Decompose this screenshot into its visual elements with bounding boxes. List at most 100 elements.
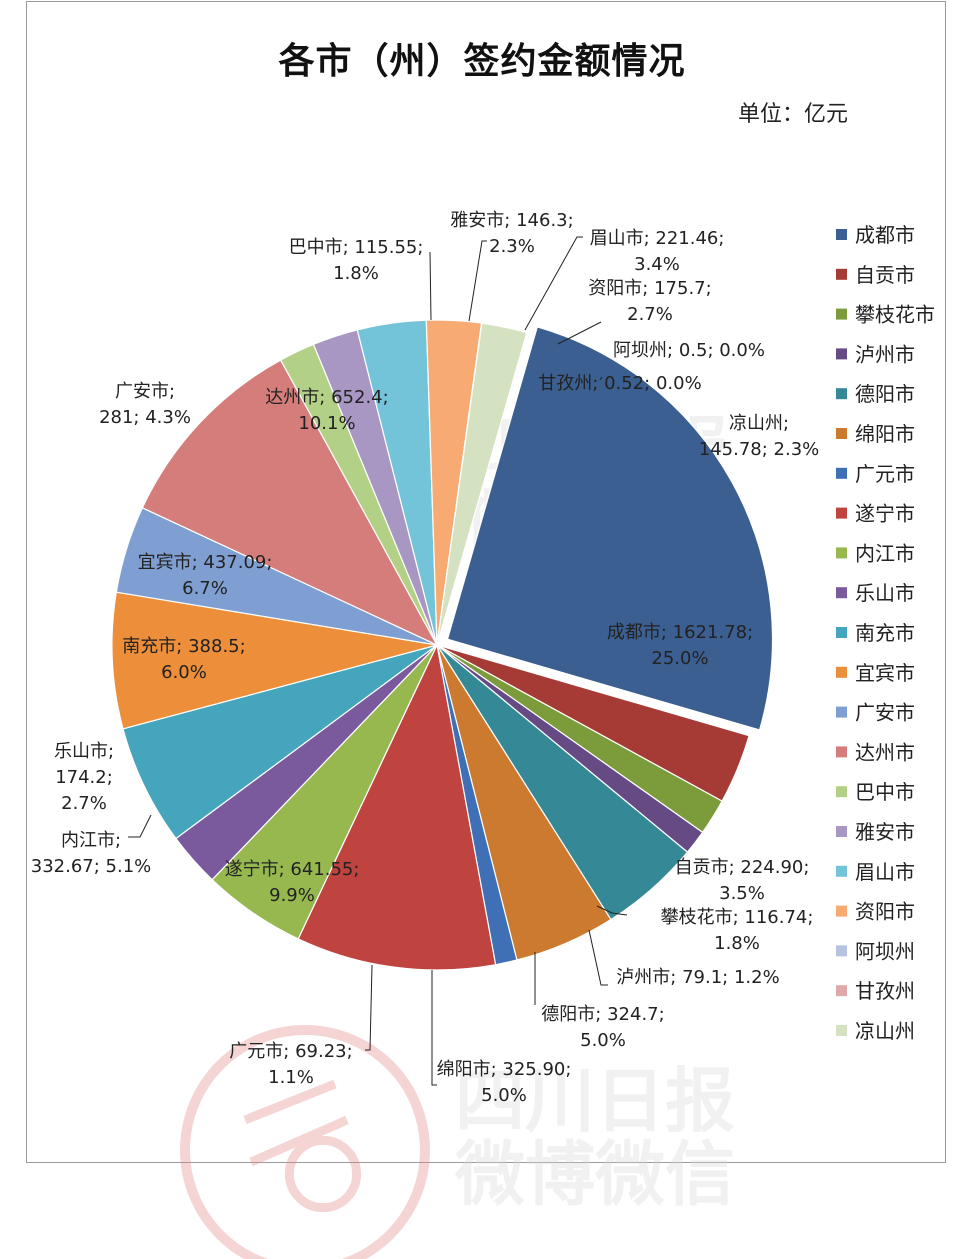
pie-slice-宜宾市	[111, 591, 438, 730]
legend-item-自贡市: 自贡市	[836, 263, 915, 287]
legend-swatch	[836, 1025, 847, 1036]
data-label-德阳市: 德阳市; 324.7; 5.0%	[541, 1004, 664, 1051]
chart-title: 各市（州）签约金额情况	[278, 41, 686, 82]
legend-swatch	[836, 308, 847, 320]
data-label-宜宾市: 宜宾市; 437.09; 6.7%	[138, 552, 273, 599]
legend-item-达州市: 达州市	[836, 740, 915, 764]
legend-swatch	[836, 905, 847, 917]
legend-swatch	[836, 467, 847, 479]
legend-label: 宜宾市	[855, 661, 915, 685]
legend-label: 遂宁市	[855, 502, 915, 526]
legend-item-成都市: 成都市	[836, 223, 915, 247]
unit-label: 单位：亿元	[738, 102, 849, 127]
legend-label: 资阳市	[855, 900, 915, 924]
legend-label: 巴中市	[855, 780, 915, 804]
legend-label: 达州市	[855, 740, 915, 764]
legend-swatch	[836, 388, 847, 400]
legend-label: 成都市	[855, 223, 915, 247]
data-label-遂宁市: 遂宁市; 641.55; 9.9%	[225, 859, 360, 906]
legend-item-凉山州: 凉山州	[836, 1019, 915, 1043]
legend-swatch	[836, 865, 847, 877]
data-label-攀枝花市: 攀枝花市; 116.74; 1.8%	[661, 907, 814, 954]
legend-label: 甘孜州	[855, 979, 915, 1003]
legend-item-广安市: 广安市	[836, 701, 915, 725]
legend-swatch	[836, 268, 847, 280]
data-label-达州市: 达州市; 652.4; 10.1%	[265, 387, 388, 434]
data-label-雅安市: 雅安市; 146.3; 2.3%	[450, 210, 573, 257]
data-label-广元市: 广元市; 69.23; 1.1%	[229, 1041, 352, 1088]
legend-label: 眉山市	[855, 860, 915, 884]
watermark-text-2-2: 微博微信	[454, 1134, 735, 1216]
legend-swatch	[836, 428, 847, 439]
legend-item-绵阳市: 绵阳市	[836, 422, 915, 446]
legend-item-广元市: 广元市	[836, 462, 915, 486]
legend-swatch	[836, 746, 847, 758]
legend-item-雅安市: 雅安市	[836, 820, 915, 844]
legend-swatch	[836, 985, 847, 997]
legend-label: 广安市	[855, 701, 915, 725]
pie-slice-成都市	[446, 326, 774, 731]
legend-item-内江市: 内江市	[836, 541, 915, 565]
data-label-内江市: 内江市; 332.67; 5.1%	[31, 830, 152, 877]
legend-item-甘孜州: 甘孜州	[836, 979, 915, 1003]
data-label-阿坝州: 阿坝州; 0.5; 0.0%	[613, 340, 765, 361]
legend-swatch	[836, 826, 847, 837]
legend-swatch	[836, 706, 847, 718]
legend-swatch	[836, 627, 847, 638]
legend-item-眉山市: 眉山市	[836, 860, 915, 884]
data-label-广安市: 广安市; 281; 4.3%	[99, 381, 191, 428]
legend-item-南充市: 南充市	[836, 621, 915, 645]
legend-item-遂宁市: 遂宁市	[836, 502, 915, 526]
leader-line-攀枝花市	[596, 905, 628, 916]
data-label-眉山市: 眉山市; 221.46; 3.4%	[590, 228, 725, 275]
legend-label: 广元市	[855, 462, 915, 486]
legend-item-攀枝花市: 攀枝花市	[836, 303, 935, 327]
legend-item-乐山市: 乐山市	[836, 581, 915, 605]
legend-label: 绵阳市	[855, 422, 915, 446]
legend-swatch	[836, 786, 847, 798]
data-label-成都市: 成都市; 1621.78; 25.0%	[607, 622, 753, 669]
data-label-自贡市: 自贡市; 224.90; 3.5%	[675, 857, 810, 904]
legend-label: 自贡市	[855, 263, 915, 287]
legend-swatch	[836, 229, 847, 240]
legend-item-阿坝州: 阿坝州	[836, 939, 915, 963]
leader-line-泸州市	[588, 929, 608, 986]
data-label-泸州市: 泸州市; 79.1; 1.2%	[616, 967, 779, 988]
legend-label: 攀枝花市	[855, 303, 935, 327]
leader-line-绵阳市	[431, 970, 437, 1086]
leader-lines	[128, 236, 628, 1086]
leader-line-眉山市	[524, 236, 583, 331]
legend-swatch	[836, 507, 847, 519]
legend-item-宜宾市: 宜宾市	[836, 661, 915, 685]
pie-slice-遂宁市	[297, 643, 497, 971]
leader-line-巴中市	[429, 251, 432, 321]
legend-label: 南充市	[855, 621, 915, 645]
pie-slice-南充市	[122, 644, 438, 840]
legend-swatch	[836, 666, 847, 678]
legend-label: 泸州市	[855, 342, 915, 366]
legend-item-德阳市: 德阳市	[836, 382, 915, 406]
data-labels: 成都市; 1621.78; 25.0% 自贡市; 224.90; 3.5%攀枝花市; …	[31, 210, 820, 1106]
data-label-绵阳市: 绵阳市; 325.90; 5.0%	[437, 1059, 572, 1106]
leader-line-雅安市	[468, 240, 487, 322]
legend-label: 雅安市	[855, 820, 915, 844]
data-label-巴中市: 巴中市; 115.55; 1.8%	[289, 237, 424, 284]
data-label-南充市: 南充市; 388.5; 6.0%	[122, 636, 245, 683]
leader-line-内江市	[128, 814, 152, 838]
data-label-乐山市: 乐山市; 174.2; 2.7%	[54, 741, 114, 814]
pie-slices	[111, 319, 774, 971]
legend-label: 德阳市	[855, 382, 915, 406]
legend-item-巴中市: 巴中市	[836, 780, 915, 804]
data-label-凉山州: 凉山州; 145.78; 2.3%	[699, 413, 820, 460]
data-label-甘孜州: 甘孜州; 0.52; 0.0%	[538, 373, 701, 394]
pie-slice-达州市	[141, 359, 439, 647]
legend-swatch	[836, 587, 847, 599]
pie-slice-凉山州	[436, 322, 528, 646]
leader-line-广元市	[365, 964, 373, 1051]
legend-item-资阳市: 资阳市	[836, 900, 915, 924]
data-label-资阳市: 资阳市; 175.7; 2.7%	[588, 278, 711, 325]
legend-label: 内江市	[855, 541, 915, 565]
legend-swatch	[836, 348, 847, 360]
